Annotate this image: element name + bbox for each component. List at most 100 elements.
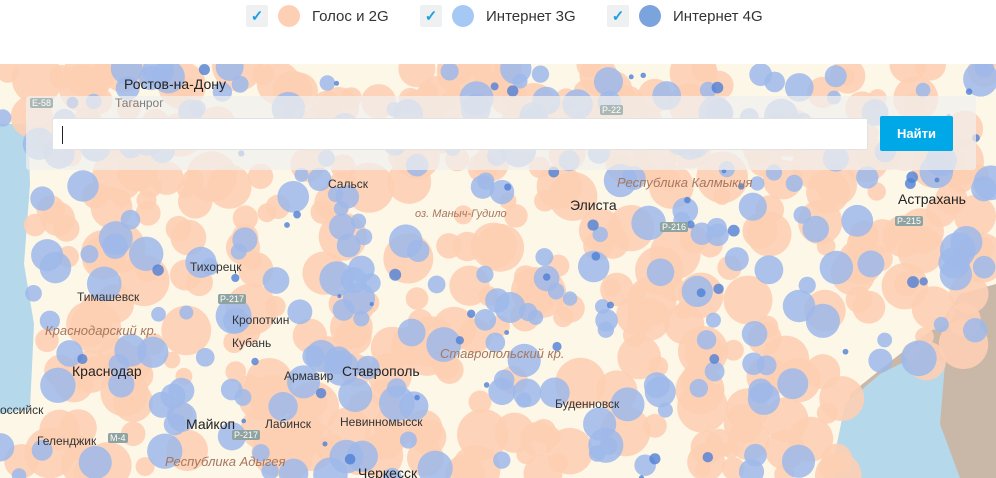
voice-2g-coverage-area [242,250,263,270]
internet-3g-coverage-area [417,450,453,478]
legend-item-internet-3g[interactable]: ✓ Интернет 3G [420,3,576,29]
swatch-internet-3g [452,5,474,27]
internet-4g-coverage-area [919,277,928,286]
internet-3g-coverage-area [11,468,27,478]
internet-4g-coverage-area [490,82,499,91]
internet-3g-coverage-area [108,354,130,375]
internet-3g-coverage-area [493,451,511,469]
internet-3g-coverage-area [86,266,122,302]
voice-2g-coverage-area [177,184,213,219]
internet-4g-coverage-area [649,453,661,465]
internet-3g-coverage-area [781,444,816,478]
voice-2g-coverage-area [548,171,598,221]
voice-2g-coverage-area [818,456,841,478]
lake-label: оз. Маныч-Гудило [415,208,507,220]
internet-3g-coverage-area [262,267,290,294]
internet-3g-coverage-area [160,383,186,409]
internet-4g-coverage-area [709,354,720,364]
internet-3g-coverage-area [294,167,309,182]
road-sign: P-215 [895,216,924,226]
internet-4g-coverage-area [638,475,645,478]
internet-3g-coverage-area [643,372,670,399]
internet-4g-coverage-area [483,382,490,388]
internet-4g-coverage-area [467,309,476,319]
internet-4g-coverage-area [842,348,849,355]
internet-4g-coverage-area [628,74,634,80]
internet-3g-coverage-area [750,176,765,191]
internet-3g-coverage-area [592,226,608,243]
internet-3g-coverage-area [742,352,765,375]
city-label: Ставрополь [342,363,420,379]
internet-3g-coverage-area [426,327,462,362]
voice-2g-coverage-area [707,384,724,401]
internet-4g-coverage-area [152,264,164,276]
internet-4g-coverage-area [702,451,714,463]
internet-3g-coverage-area [167,402,197,432]
internet-4g-coverage-area [965,88,973,95]
internet-3g-coverage-area [476,265,494,283]
city-label: Невинномысск [340,415,423,429]
internet-3g-coverage-area [355,228,373,246]
internet-3g-coverage-area [857,250,885,278]
internet-3g-coverage-area [705,312,721,328]
check-icon: ✓ [250,8,264,25]
voice-2g-coverage-area [723,339,744,361]
checkbox-voice-2g[interactable]: ✓ [246,5,268,27]
internet-3g-coverage-area [690,222,714,246]
internet-3g-coverage-area [56,340,83,367]
checkbox-internet-4g[interactable]: ✓ [607,5,629,27]
internet-4g-coverage-area [77,354,88,365]
internet-3g-coverage-area [595,309,618,332]
voice-2g-coverage-area [690,430,724,465]
internet-3g-coverage-area [784,73,814,102]
internet-3g-coverage-area [268,391,298,422]
internet-3g-coverage-area [67,170,99,202]
internet-3g-coverage-area [696,330,717,350]
internet-4g-coverage-area [711,81,724,94]
internet-4g-coverage-area [542,273,551,281]
internet-3g-coverage-area [485,332,506,353]
internet-3g-coverage-area [319,261,355,297]
internet-4g-coverage-area [684,196,691,204]
internet-3g-coverage-area [704,361,725,382]
internet-3g-coverage-area [474,309,497,331]
city-label: Элиста [570,197,617,213]
legend-item-voice-2g[interactable]: ✓ Голос и 2G [246,3,389,29]
internet-3g-coverage-area [539,377,570,408]
address-search-input[interactable] [52,118,868,150]
search-button[interactable]: Найти [880,116,953,151]
internet-3g-coverage-area [972,255,996,279]
internet-4g-coverage-area [504,183,512,191]
internet-3g-coverage-area [724,247,749,272]
city-label: Таганрог [115,96,164,110]
sea-of-azov [0,124,34,414]
city-label: Лабинск [265,417,312,431]
internet-3g-coverage-area [562,291,578,306]
voice-2g-coverage-area [504,204,528,228]
internet-3g-coverage-area [738,192,767,221]
city-label: Краснодар [72,363,142,379]
internet-3g-coverage-area [950,225,983,259]
internet-3g-coverage-area [841,204,874,237]
voice-2g-coverage-area [746,211,792,257]
city-label: Тихорецк [190,260,242,274]
internet-3g-coverage-area [547,282,565,300]
internet-3g-coverage-area [220,378,243,401]
region-label: Ставропольский кр. [440,346,565,361]
voice-2g-coverage-area [723,275,773,325]
city-label: Сальск [328,177,368,191]
internet-4g-coverage-area [251,357,259,366]
internet-3g-coverage-area [749,64,773,86]
voice-2g-coverage-area [165,215,192,242]
internet-3g-coverage-area [151,306,166,322]
voice-2g-coverage-area [453,205,473,225]
voice-2g-coverage-area [477,229,513,266]
internet-4g-coverage-area [713,283,724,295]
city-label: Геленджик [37,434,97,448]
checkbox-internet-3g[interactable]: ✓ [420,5,442,27]
voice-2g-coverage-area [694,461,711,478]
internet-3g-coverage-area [31,439,53,461]
internet-3g-coverage-area [973,165,996,201]
legend-item-internet-4g[interactable]: ✓ Интернет 4G [607,3,763,29]
internet-4g-coverage-area [737,183,745,190]
